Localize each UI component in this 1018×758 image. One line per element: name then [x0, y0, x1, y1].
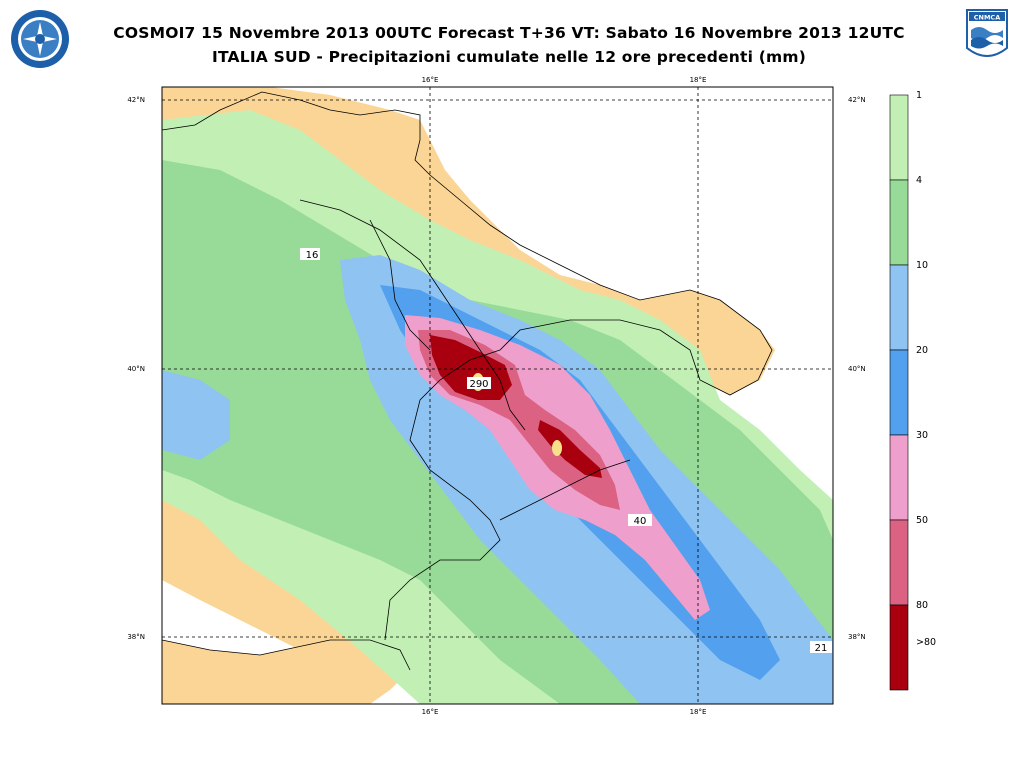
- aeronautica-militare-logo-icon: [11, 10, 69, 68]
- colorbar-segment: [889, 349, 909, 436]
- colorbar-segment: [889, 604, 909, 691]
- colorbar-segment: [889, 94, 909, 181]
- contour-labels: 16 290 40 21: [300, 248, 832, 654]
- map-title-line2: ITALIA SUD - Precipitazioni cumulate nel…: [212, 48, 806, 66]
- contour-label-40: 40: [634, 516, 647, 527]
- colorbar-label: 80: [916, 600, 928, 611]
- colorbar: 1 4 10 20 30 50 80 >80: [889, 90, 936, 691]
- graticule: [162, 87, 833, 704]
- lon-label-top-16e: 16°E: [422, 76, 439, 84]
- contour-label-290: 290: [469, 379, 488, 390]
- map-border: [161, 86, 834, 705]
- colorbar-label: 50: [916, 515, 928, 526]
- lat-label-left-38n: 38°N: [127, 633, 145, 641]
- coastlines: [162, 91, 773, 671]
- lat-label-left-42n: 42°N: [127, 96, 145, 104]
- colorbar-label: 30: [916, 430, 928, 441]
- lon-label-bottom-16e: 16°E: [422, 708, 439, 716]
- lon-label-top-18e: 18°E: [690, 76, 707, 84]
- colorbar-label: >80: [916, 637, 936, 648]
- cnmca-logo-icon: CNMCA: [966, 9, 1008, 57]
- lat-label-left-40n: 40°N: [127, 365, 145, 373]
- colorbar-segment: [889, 179, 909, 266]
- colorbar-label: 1: [916, 90, 922, 101]
- lat-label-right-40n: 40°N: [848, 365, 866, 373]
- colorbar-label: 10: [916, 260, 928, 271]
- colorbar-segment: [889, 264, 909, 351]
- cnmca-logo-text: CNMCA: [974, 14, 1000, 22]
- lat-label-right-42n: 42°N: [848, 96, 866, 104]
- lon-label-bottom-18e: 18°E: [690, 708, 707, 716]
- colorbar-segment: [889, 434, 909, 521]
- axis-labels: 16°E 18°E 16°E 18°E 42°N 40°N 38°N 42°N …: [127, 76, 865, 716]
- contour-label-16: 16: [306, 250, 319, 261]
- precip-field-over-80: [430, 335, 602, 478]
- map-title-line1: COSMOI7 15 Novembre 2013 00UTC Forecast …: [113, 24, 905, 42]
- lat-label-right-38n: 38°N: [848, 633, 866, 641]
- colorbar-segment: [889, 519, 909, 606]
- colorbar-label: 20: [916, 345, 928, 356]
- colorbar-label: 4: [916, 175, 922, 186]
- contour-label-21: 21: [815, 643, 828, 654]
